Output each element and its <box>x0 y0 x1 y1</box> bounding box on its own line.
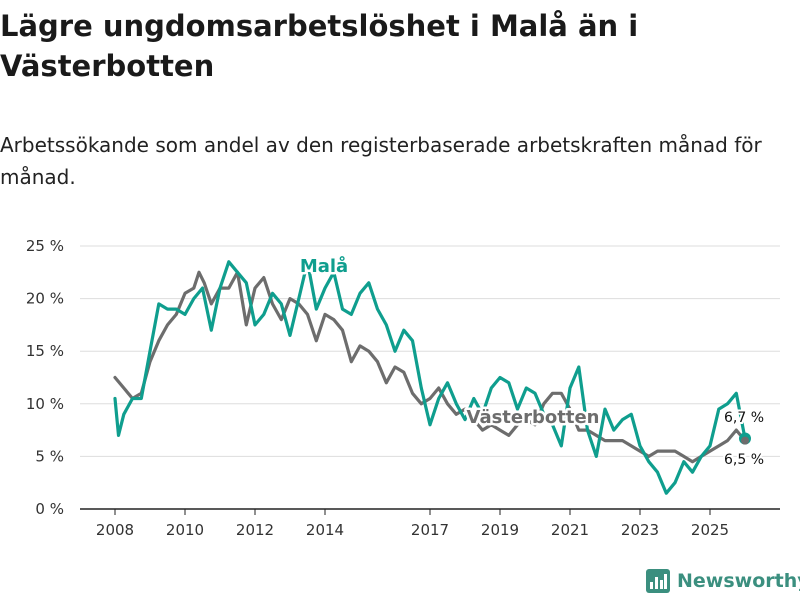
series-line-mala <box>113 260 747 495</box>
x-tick-label: 2021 <box>551 521 589 539</box>
series-label-vasterbotten: Västerbotten <box>467 407 600 428</box>
x-tick-label: 2025 <box>691 521 729 539</box>
brand-name: Newsworthy <box>677 570 800 592</box>
x-tick-label: 2017 <box>411 521 449 539</box>
grid <box>80 245 780 510</box>
x-tick-label: 2019 <box>481 521 519 539</box>
vasterbotten-end-point <box>741 436 749 445</box>
series-lines <box>113 260 751 495</box>
x-tick-label: 2012 <box>236 521 274 539</box>
chart-title: Lägre ungdomsarbetslöshet i Malå än i Vä… <box>0 9 639 83</box>
newsworthy-icon <box>646 569 670 593</box>
series-label-mala: Malå <box>300 255 348 277</box>
x-tick-label: 2010 <box>166 521 204 539</box>
newsworthy-logo[interactable]: Newsworthy <box>645 568 800 594</box>
y-tick-label: 5 % <box>35 447 64 465</box>
series-line-vasterbotten <box>113 270 747 464</box>
end-label-vasterbotten: 6,5 % <box>724 452 764 468</box>
y-tick-label: 25 % <box>26 237 64 255</box>
y-tick-label: 10 % <box>26 395 64 413</box>
end-label-mala: 6,7 % <box>724 410 764 426</box>
y-tick-label: 0 % <box>35 500 64 518</box>
line-chart: 0 %5 %10 %15 %20 %25 % 2008 2010 2012 2014 2… <box>26 237 780 539</box>
x-axis: 2008 2010 2012 2014 2017 2019 2021 2023 2025 <box>96 509 729 539</box>
x-tick-label: 2008 <box>96 521 134 539</box>
y-tick-label: 15 % <box>26 342 64 360</box>
y-axis: 0 % 5 % 10 % 15 % 20 % 25 % <box>26 237 64 518</box>
series-labels: Malå Västerbotten 6,7 % 6,5 % <box>297 253 766 471</box>
chart-subtitle: Arbetssökande som andel av den registerb… <box>0 133 762 189</box>
y-tick-label: 20 % <box>26 290 64 308</box>
x-tick-label: 2014 <box>306 521 344 539</box>
x-tick-label: 2023 <box>621 521 659 539</box>
